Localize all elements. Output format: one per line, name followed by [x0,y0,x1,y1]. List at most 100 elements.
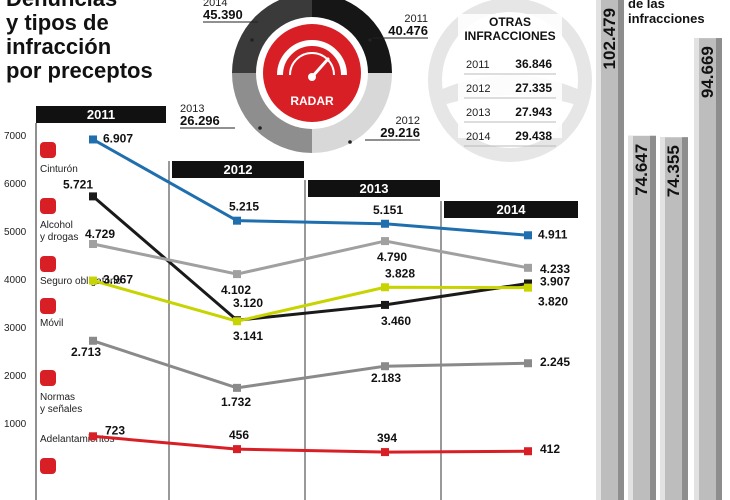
data-label: 4.790 [377,250,407,264]
category-label: Seguro obligatorio [40,276,122,287]
total-value: 102.479 [600,8,619,69]
donut-value: 26.296 [180,113,220,128]
data-label: 5.151 [373,203,403,217]
donut-segment [312,73,392,153]
otras-year: 2013 [466,107,490,119]
data-label: 2.183 [371,371,401,385]
data-point-cinturon [524,231,532,240]
total-value: 74.355 [664,145,683,197]
category-label: Normas [40,392,75,403]
wine-glass-icon [40,198,56,214]
total-column-light [596,0,601,500]
year-bar [36,106,166,123]
data-point-alcohol [524,279,532,288]
total-column-shade [682,137,688,500]
data-label: 4.911 [538,227,568,241]
data-label: 2.245 [540,355,570,369]
data-point-normas [524,359,532,368]
data-point-seguro [524,263,532,272]
data-point-seguro [381,237,389,246]
otras-value: 27.943 [515,105,552,119]
donut-pointer [348,140,352,144]
data-label: 2.713 [71,345,101,359]
data-point-cinturon [233,216,241,225]
title-line: infracción [6,34,111,59]
data-label: 3.120 [233,296,263,310]
category-label: y señales [40,404,82,415]
data-label: 394 [377,431,397,445]
data-label: 412 [540,442,560,456]
data-label: 456 [229,428,249,442]
total-column-light [660,137,665,500]
totals-header: infracciones [628,11,705,26]
donut-segment [232,0,312,73]
year-bar [172,161,304,178]
otras-year: 2014 [466,131,490,143]
data-label: 6.907 [103,131,133,145]
traffic-light-icon [40,370,56,386]
data-point-adelantamientos [89,432,97,441]
category-label: Móvil [40,318,63,329]
total-column-light [628,135,633,500]
total-value: 74.647 [632,144,651,196]
y-tick-label: 3000 [4,323,27,334]
otras-title: INFRACCIONES [464,29,555,43]
donut-year: 2013 [180,103,204,115]
data-point-adelantamientos [233,445,241,454]
totals-header: de las [628,0,665,11]
data-point-cinturon [381,219,389,228]
year-label: 2013 [360,181,389,196]
data-label: 5.721 [63,177,93,191]
speedometer-icon [277,40,347,76]
donut-pointer [368,38,372,42]
data-label: 4.102 [221,283,251,297]
year-bar [308,180,440,197]
data-label: 3.967 [103,273,133,287]
year-label: 2012 [224,162,253,177]
series-line-movil [92,279,529,323]
line-chart: 1000 2000 3000 4000 5000 6000 7000 2011 2012 2013… [4,106,578,500]
data-label: 723 [105,423,125,437]
title-line: Denuncias [6,0,117,11]
needle-icon [310,57,330,79]
data-label: 1.732 [221,395,251,409]
data-point-normas [381,362,389,371]
data-point-movil [524,283,532,292]
total-column-shade [716,38,722,500]
total-value: 94.669 [698,46,717,98]
total-column-shade [618,0,624,500]
otras-year: 2012 [466,83,490,95]
y-tick-label: 4000 [4,275,27,286]
mobile-phone-icon [40,298,56,314]
y-tick-label: 6000 [4,179,27,190]
otras-value: 36.846 [515,57,552,71]
category-label: Cinturón [40,164,78,175]
donut-year: 2014 [203,0,227,9]
otras-title: OTRAS [489,15,531,29]
data-label: 3.907 [540,274,570,288]
donut-value: 40.476 [388,23,428,38]
data-point-movil [89,276,97,285]
data-label: 3.141 [233,329,263,343]
cars-icon [40,458,56,474]
data-point-normas [233,383,241,392]
category-label: Alcohol [40,220,73,231]
y-tick-label: 5000 [4,227,27,238]
data-point-movil [381,283,389,292]
donut-value: 45.390 [203,7,243,22]
wheel-panel [458,14,562,138]
series-line-normas [92,339,529,390]
series-line-seguro [92,239,529,276]
data-point-cinturon [89,135,97,144]
data-label: 4.729 [85,227,115,241]
data-label: 3.828 [385,266,415,280]
series-line-cinturon [92,138,529,237]
data-point-alcohol [381,300,389,309]
otras-year: 2011 [466,59,490,71]
donut-segment [312,0,392,73]
donut-value: 29.216 [380,125,420,140]
